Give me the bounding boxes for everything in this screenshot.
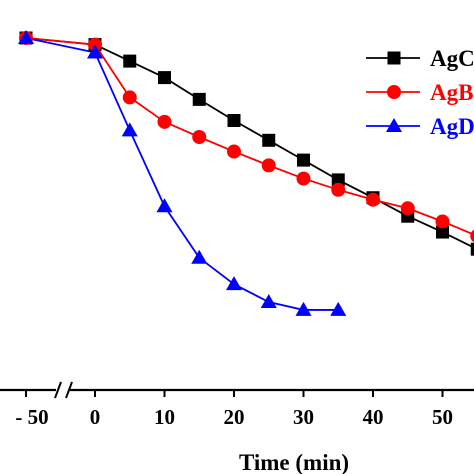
data-point-AgB — [331, 182, 346, 197]
data-point-AgC — [192, 92, 206, 106]
data-point-AgD — [330, 301, 347, 316]
x-axis — [0, 381, 474, 399]
x-tick-label: 30 — [293, 405, 314, 429]
legend-marker-AgC — [387, 51, 401, 65]
axis-break-mark — [54, 381, 62, 399]
data-point-AgD — [295, 301, 312, 316]
data-point-AgD — [260, 294, 277, 308]
x-tick-label: - 50 — [15, 405, 48, 429]
legend-label-AgD: AgD — [430, 114, 474, 139]
axis-break-mark — [65, 381, 73, 399]
data-point-AgB — [122, 90, 137, 105]
data-point-AgD — [87, 44, 103, 59]
legend-label-AgC: AgC — [430, 46, 474, 71]
data-point-AgD — [226, 276, 242, 291]
data-point-AgD — [121, 122, 138, 137]
data-point-AgC — [331, 173, 345, 187]
data-point-AgB — [296, 171, 311, 186]
x-tick-label: 10 — [154, 405, 175, 429]
x-tick-label: 50 — [432, 405, 453, 429]
legend-marker-AgD — [386, 118, 402, 132]
data-point-AgC — [227, 114, 241, 127]
data-point-AgD — [18, 30, 34, 44]
x-tick-label: 40 — [363, 405, 384, 429]
data-point-AgC — [262, 133, 276, 147]
legend-label-AgB: AgB — [430, 80, 473, 105]
data-point-AgD — [156, 198, 173, 213]
data-point-AgB — [400, 201, 415, 216]
x-tick-label: 0 — [90, 405, 101, 429]
x-tick-labels: - 50 0 10 20 30 40 50 — [15, 405, 453, 429]
legend: AgC AgB AgD — [366, 46, 474, 139]
data-point-AgC — [470, 242, 474, 256]
data-point-AgB — [261, 158, 276, 173]
data-point-AgC — [158, 71, 171, 85]
legend-marker-AgB — [387, 85, 401, 99]
data-point-AgB — [227, 144, 241, 159]
data-point-AgB — [435, 214, 450, 229]
x-axis-title: Time (min) — [239, 450, 349, 474]
data-point-AgB — [192, 130, 207, 144]
data-point-AgC — [123, 54, 137, 68]
data-point-AgB — [470, 229, 474, 243]
data-point-AgD — [191, 249, 208, 264]
data-point-AgB — [366, 192, 380, 207]
data-point-AgB — [157, 114, 172, 129]
series-lines — [25, 37, 474, 311]
series-markers — [18, 30, 474, 316]
data-point-AgC — [297, 153, 310, 167]
data-point-AgC — [436, 225, 449, 239]
x-tick-label: 20 — [224, 405, 245, 429]
